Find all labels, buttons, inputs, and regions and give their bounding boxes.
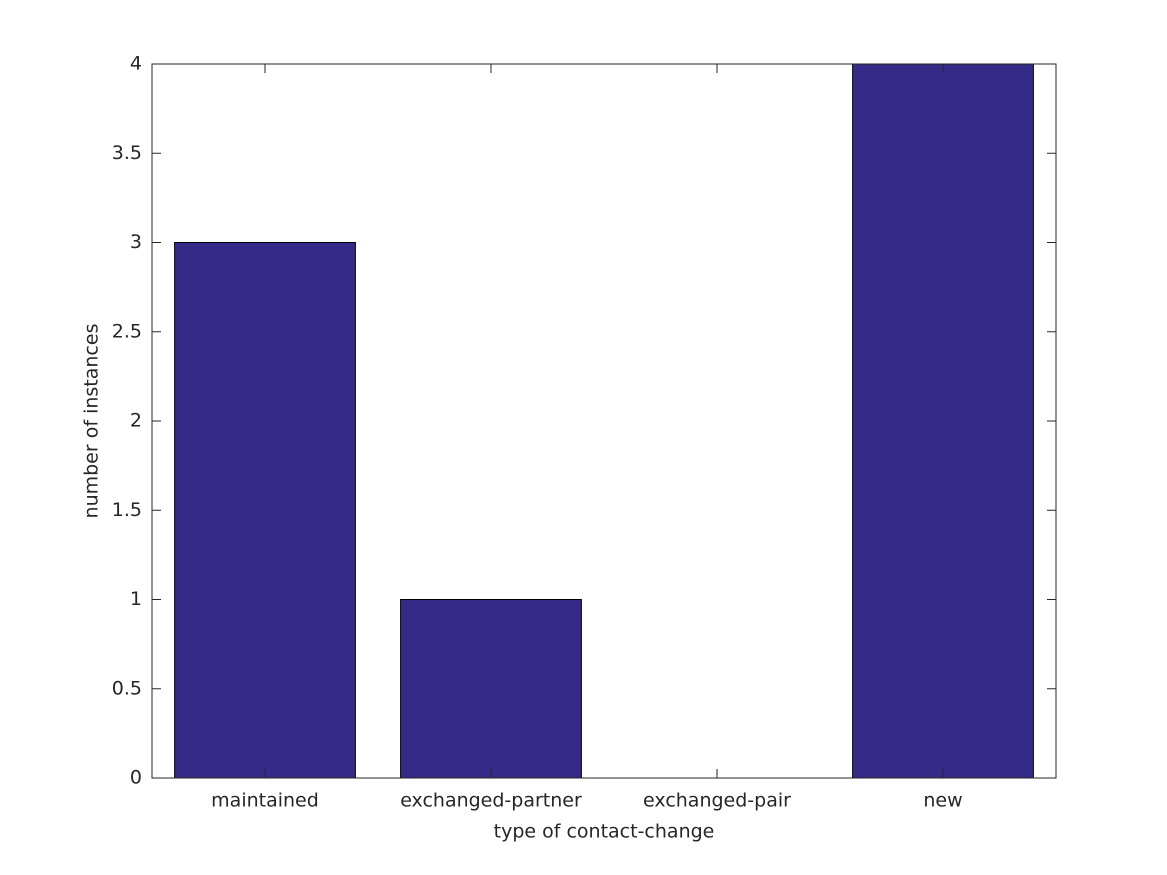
y-tick-label: 3.5: [112, 142, 142, 164]
y-tick-label: 0: [130, 767, 142, 789]
y-tick-label: 1: [130, 588, 142, 610]
y-tick-label: 1.5: [112, 499, 142, 521]
x-tick-label: exchanged-partner: [400, 790, 582, 812]
y-tick-label: 3: [130, 231, 142, 253]
y-tick-label: 2: [130, 410, 142, 432]
x-tick-label: new: [923, 790, 962, 812]
bar: [400, 599, 582, 779]
y-tick-label: 4: [130, 53, 142, 75]
x-axis-label: type of contact-change: [494, 821, 715, 843]
y-axis-label: number of instances: [81, 324, 103, 519]
bar: [174, 242, 356, 779]
y-tick-label: 0.5: [112, 677, 142, 699]
x-tick-label: maintained: [211, 790, 319, 812]
bar: [852, 63, 1034, 779]
x-tick-label: exchanged-pair: [643, 790, 791, 812]
y-tick-label: 2.5: [112, 320, 142, 342]
